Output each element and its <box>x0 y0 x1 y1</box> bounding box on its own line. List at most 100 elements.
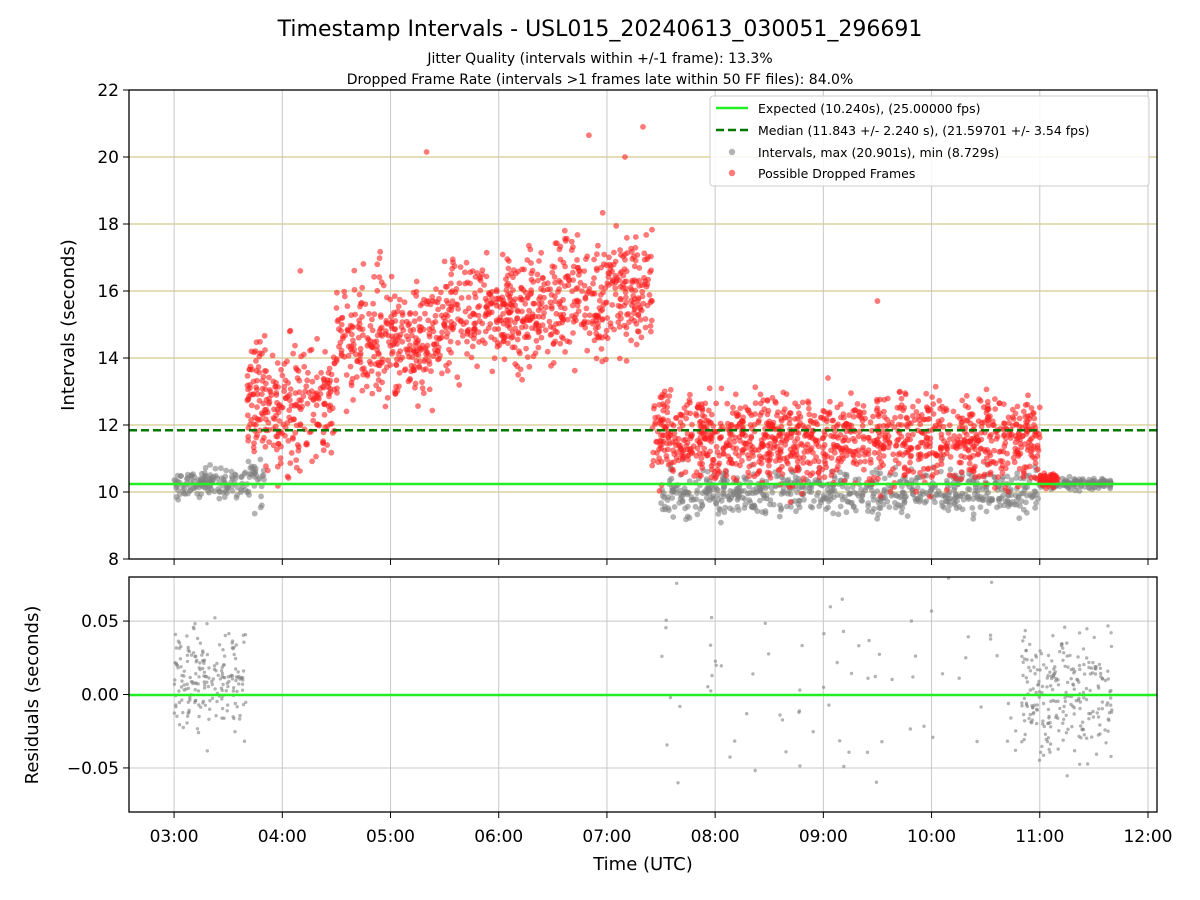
dropped-frame-point <box>446 360 452 366</box>
dropped-frame-point <box>439 329 445 336</box>
dropped-frame-point <box>535 277 541 284</box>
dropped-frame-point <box>258 391 265 397</box>
interval-point <box>812 477 819 484</box>
dropped-frame-point <box>795 464 801 471</box>
residual-point <box>1058 706 1062 711</box>
residual-point <box>219 669 224 673</box>
residual-point <box>1082 672 1087 676</box>
dropped-frame-point <box>632 234 639 240</box>
dropped-frame-point <box>801 449 808 455</box>
residual-point <box>1059 643 1064 648</box>
dropped-frame-point <box>530 279 537 285</box>
dropped-frame-point <box>736 434 743 440</box>
residual-point <box>180 673 184 678</box>
dropped-frame-point <box>455 305 461 312</box>
dropped-frame-point <box>320 440 326 446</box>
residual-point <box>191 625 196 629</box>
residual-point <box>1106 729 1110 733</box>
interval-point <box>259 473 266 479</box>
residual-point <box>205 680 209 684</box>
residual-point <box>873 674 877 679</box>
dropped-frame-point <box>420 390 427 397</box>
dropped-frame-point <box>658 421 664 428</box>
dropped-frame-point <box>463 319 470 326</box>
interval-point <box>694 511 701 518</box>
residual-point <box>1109 688 1113 693</box>
dropped-frame-point <box>702 400 709 407</box>
dropped-frame-point <box>492 299 499 306</box>
dropped-frame-point <box>514 307 521 314</box>
interval-point <box>1032 504 1038 511</box>
residual-point <box>1063 664 1067 668</box>
residual-point <box>1078 700 1083 704</box>
dropped-frame-point <box>902 391 909 398</box>
residual-point <box>1028 669 1033 673</box>
dropped-frame-point <box>905 468 912 475</box>
dropped-frame-point <box>834 404 841 411</box>
dropped-frame-point <box>922 453 929 460</box>
residual-point <box>1035 721 1039 726</box>
interval-point <box>670 514 677 520</box>
dropped-frame-point <box>562 349 568 355</box>
dropped-frame-point <box>603 327 610 334</box>
dropped-frame-point <box>489 288 495 295</box>
dropped-frame-point <box>904 415 910 422</box>
dropped-frame-point <box>617 295 624 302</box>
dropped-frame-point <box>442 283 449 290</box>
dropped-frame-point <box>999 470 1006 476</box>
dropped-frame-point <box>874 424 881 430</box>
residual-point <box>1066 665 1070 669</box>
dropped-frame-point <box>649 226 655 233</box>
dropped-frame-point <box>297 468 303 474</box>
residual-point <box>233 701 237 706</box>
dropped-frame-point <box>733 445 740 452</box>
interval-point <box>679 497 686 504</box>
dropped-frame-point <box>916 417 923 423</box>
dropped-frame-point <box>419 342 426 349</box>
interval-point <box>715 496 722 503</box>
dropped-frame-point <box>990 422 996 428</box>
residual-point <box>177 646 182 650</box>
dropped-frame-point <box>591 337 598 344</box>
residual-point <box>1020 740 1024 744</box>
dropped-frame-point <box>952 443 959 450</box>
dropped-frame-point <box>1028 448 1034 455</box>
dropped-frame-point <box>694 445 701 452</box>
chart-title: Timestamp Intervals - USL015_20240613_03… <box>277 17 923 42</box>
dropped-frame-point <box>739 458 745 464</box>
dropped-frame-point <box>933 452 940 458</box>
interval-point <box>986 495 993 502</box>
interval-point <box>787 491 794 497</box>
residual-point <box>1037 690 1042 694</box>
dropped-frame-point <box>481 282 487 288</box>
dropped-frame-point <box>861 466 867 473</box>
dropped-frame-point <box>661 432 667 439</box>
dropped-frame-point <box>354 358 361 364</box>
dropped-frame-point <box>870 413 876 420</box>
residual-point <box>1053 665 1057 669</box>
interval-point <box>916 498 923 505</box>
dropped-frame-point <box>724 400 731 407</box>
top-y-tick-label: 22 <box>97 81 119 101</box>
dropped-frame-point <box>412 342 419 349</box>
dropped-frame-point <box>465 294 472 301</box>
dropped-frame-point <box>253 368 260 374</box>
dropped-frame-point <box>413 293 420 299</box>
dropped-frame-point <box>1002 485 1009 491</box>
dropped-frame-point <box>304 377 311 384</box>
interval-point <box>793 508 799 515</box>
dropped-frame-point <box>1021 470 1027 477</box>
interval-point <box>752 505 758 511</box>
residual-point <box>1022 719 1027 723</box>
residual-point <box>244 700 248 705</box>
dropped-frame-point <box>992 485 998 491</box>
dropped-frame-point <box>447 338 454 345</box>
dropped-frame-point <box>914 444 921 451</box>
dropped-frame-point <box>774 412 780 419</box>
residual-point <box>1056 716 1060 720</box>
dropped-frame-point <box>489 368 496 375</box>
dropped-frame-point <box>396 369 403 376</box>
dropped-frame-point <box>348 382 355 389</box>
residual-point <box>1097 662 1102 667</box>
dropped-frame-point <box>459 332 466 339</box>
